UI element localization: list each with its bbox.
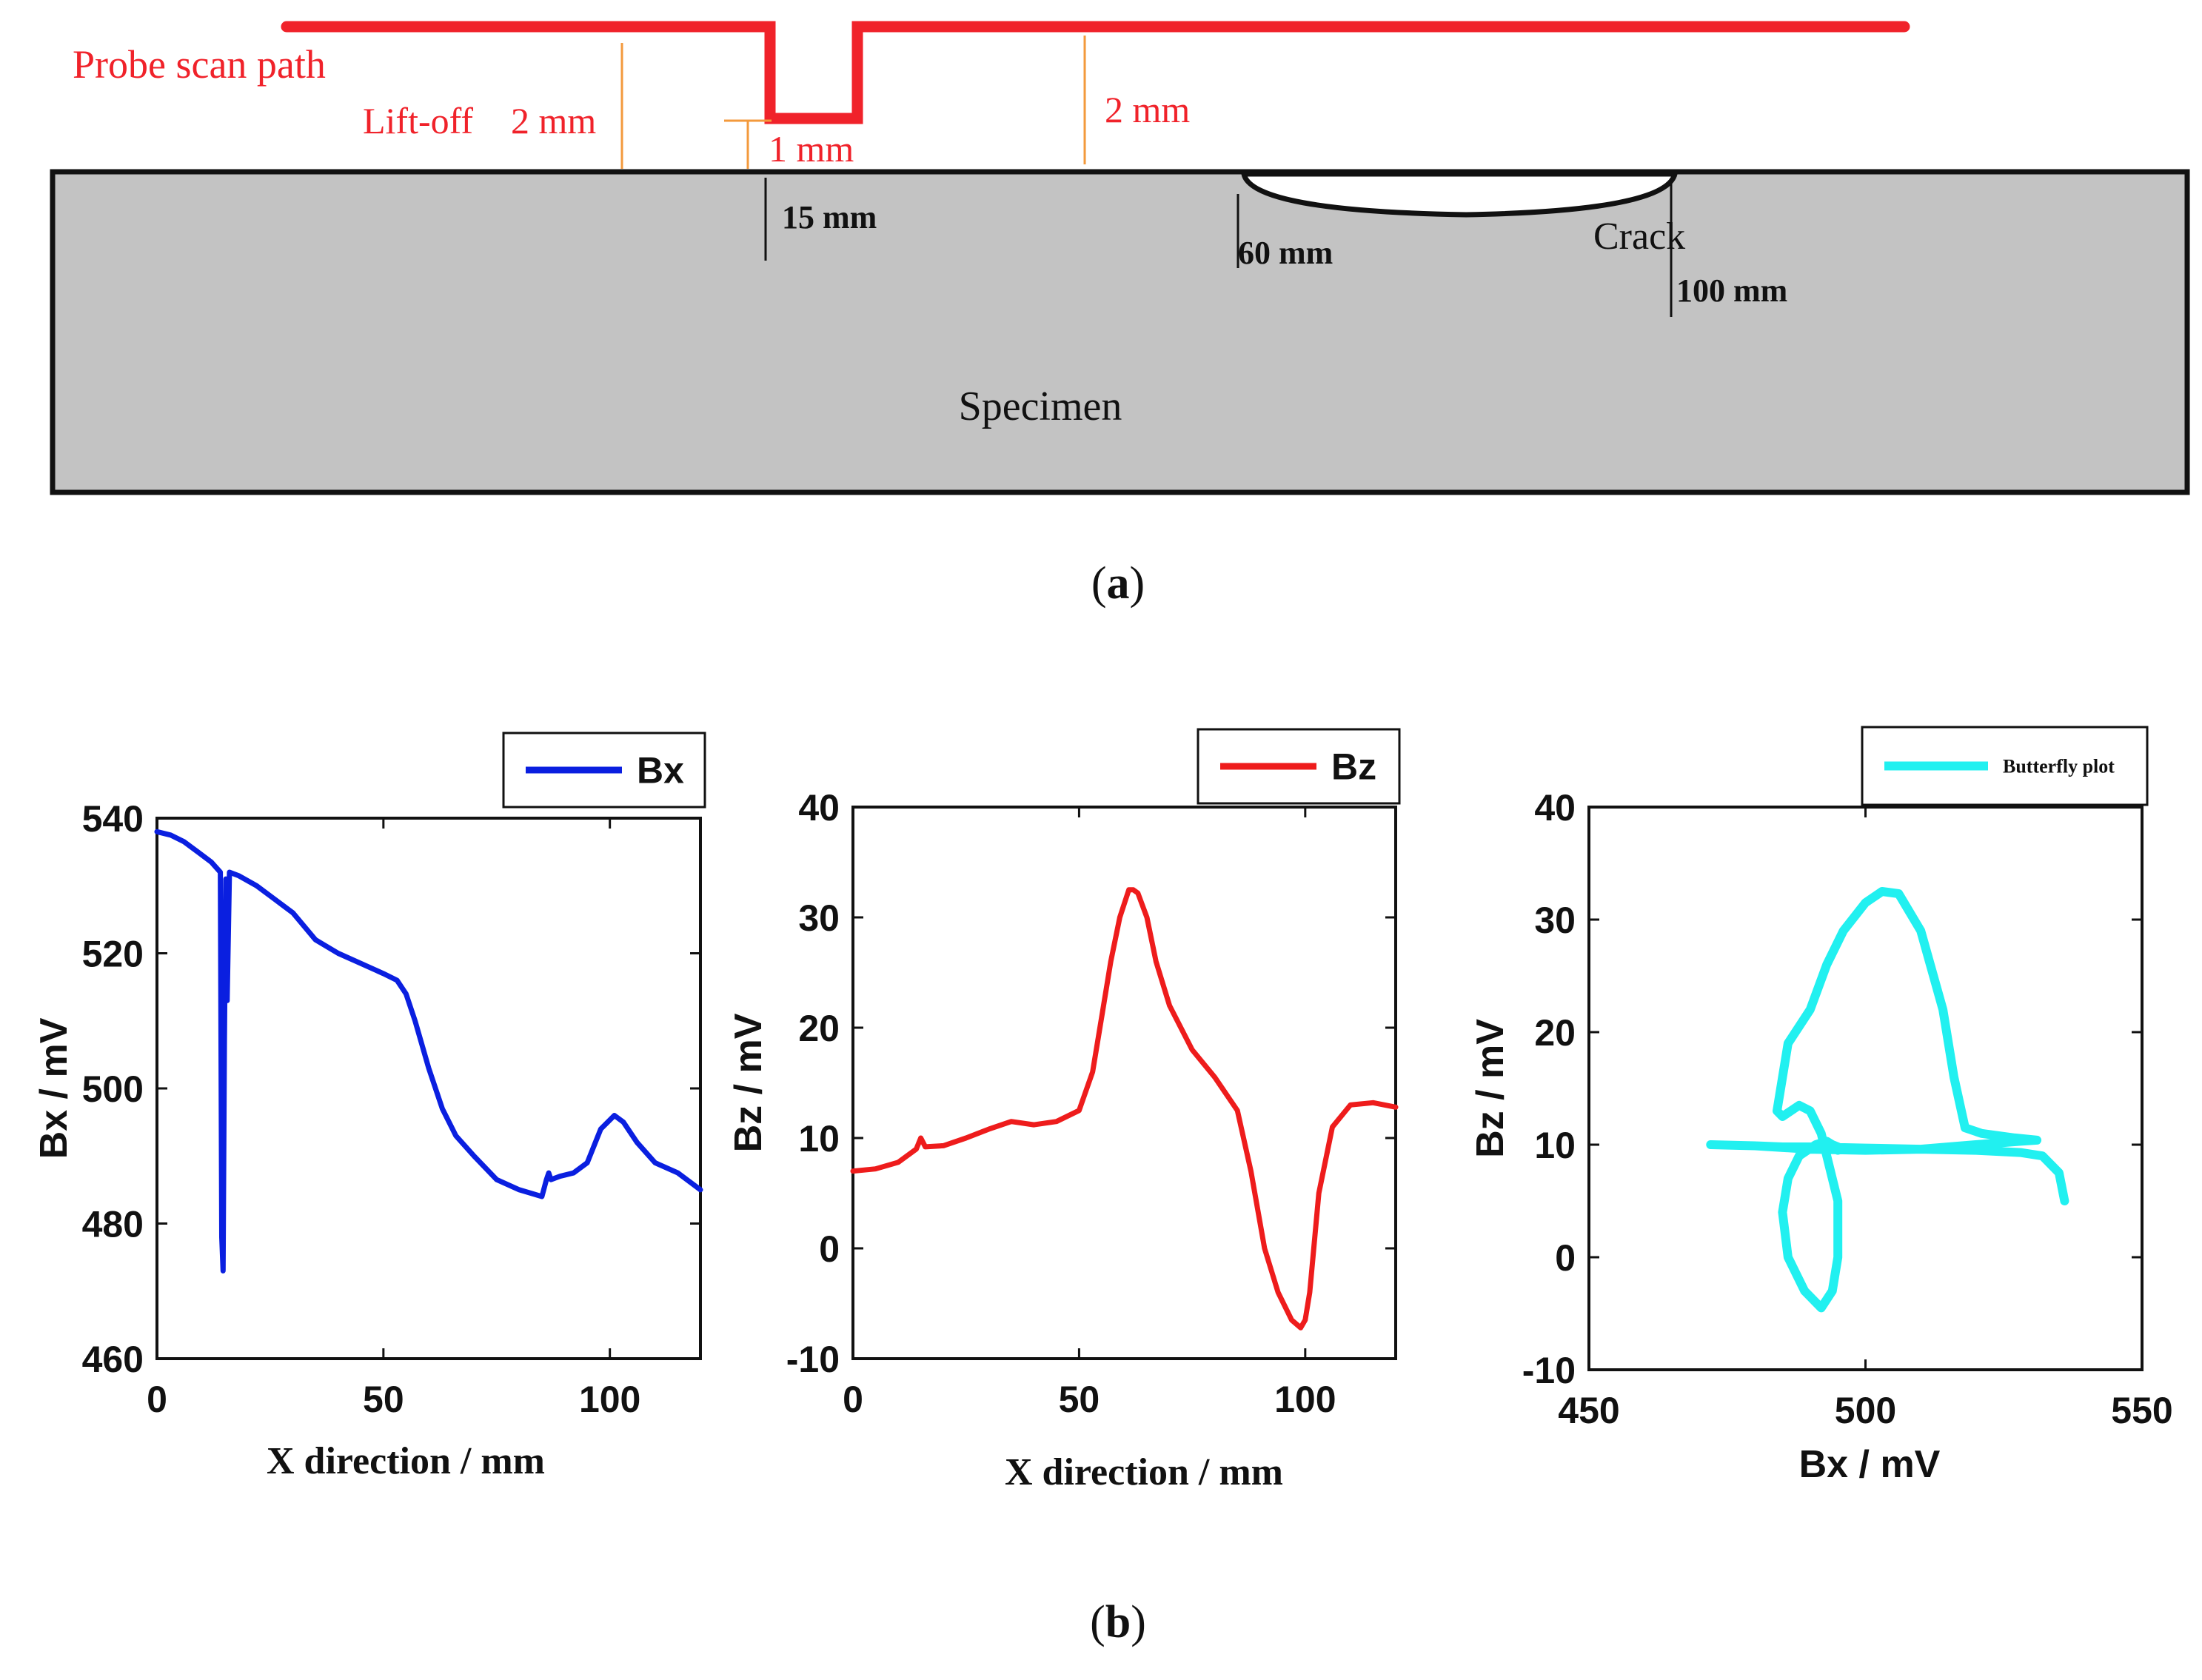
specimen-block: [50, 169, 2190, 495]
y-tick-label: 540: [82, 798, 144, 840]
legend-label: Bx: [637, 750, 684, 792]
y-tick-label: 0: [819, 1228, 840, 1270]
caption-a-letter: a: [1107, 558, 1130, 609]
y-axis-label: Bx / mV: [33, 1017, 76, 1159]
y-tick-label: 480: [82, 1204, 144, 1245]
x-tick-label: 550: [2111, 1390, 2172, 1431]
crack-end-label: 100 mm: [1676, 272, 1787, 309]
probe-scan-path-label: Probe scan path: [73, 42, 326, 87]
crack-shape: [1240, 171, 1679, 218]
x-tick-label: 0: [843, 1379, 863, 1420]
legend-label: Butterfly plot: [2003, 756, 2115, 777]
y-tick-label: 20: [798, 1008, 840, 1049]
y-tick-label: 30: [798, 897, 840, 939]
probe-dip-position-label: 15 mm: [782, 199, 877, 235]
panel-a-diagram: Probe scan path Lift-off 2 mm 1 mm 2 mm …: [50, 21, 2190, 495]
x-tick-label: 450: [1558, 1390, 1619, 1431]
y-tick-label: 10: [1534, 1125, 1576, 1166]
y-axis-label: Bz / mV: [727, 1013, 770, 1152]
specimen-label: Specimen: [959, 384, 1122, 429]
caption-b-letter: b: [1105, 1597, 1131, 1647]
y-tick-label: 520: [82, 934, 144, 975]
y-tick-label: 460: [82, 1339, 144, 1380]
crack-start-label: 60 mm: [1238, 235, 1333, 271]
series-line: [850, 887, 1399, 1331]
plot-frame: [1587, 806, 2144, 1371]
y-tick-label: 40: [1534, 787, 1576, 829]
y-tick-label: -10: [1522, 1350, 1576, 1391]
x-axis-label: X direction / mm: [1005, 1451, 1283, 1493]
x-axis-label: X direction / mm: [267, 1440, 545, 1482]
x-tick-label: 500: [1835, 1390, 1896, 1431]
series-line: [154, 829, 703, 1274]
y-tick-label: -10: [786, 1339, 840, 1380]
plot-frame: [851, 806, 1397, 1360]
y-tick-label: 30: [1534, 900, 1576, 941]
x-tick-label: 50: [363, 1379, 404, 1420]
step-depth-label: 1 mm: [769, 128, 854, 170]
y-tick-label: 10: [798, 1118, 840, 1159]
plot-frame: [155, 817, 702, 1360]
bx-chart: 0 50 100 460 480 500 520 540 X direction / mm Bx …: [33, 732, 706, 1482]
x-tick-label: 100: [579, 1379, 640, 1420]
y-tick-label: 40: [798, 787, 840, 829]
series-line: [1706, 887, 2069, 1313]
y-tick-label: 20: [1534, 1012, 1576, 1054]
y-tick-label: 0: [1555, 1237, 1576, 1279]
legend-label: Bz: [1331, 746, 1376, 788]
x-axis-label: Bx / mV: [1799, 1443, 1941, 1486]
caption-a: (a): [1091, 558, 1145, 609]
x-tick-label: 50: [1059, 1379, 1100, 1420]
y-tick-label: 500: [82, 1068, 144, 1110]
probe-scan-path-line: [281, 21, 1910, 124]
lift-off-value: 2 mm: [511, 100, 596, 141]
crack-label: Crack: [1593, 215, 1685, 258]
lift-off-label: Lift-off: [363, 100, 473, 141]
caption-b: (b): [1090, 1597, 1146, 1647]
butterfly-chart: 450 500 550 -10 0 10 20 30 40 Bx / mV Bz / mV Butte…: [1469, 726, 2173, 1486]
y-axis-label: Bz / mV: [1469, 1019, 1512, 1158]
x-tick-label: 0: [147, 1379, 167, 1420]
right-lift-off-label: 2 mm: [1105, 89, 1190, 130]
x-tick-label: 100: [1274, 1379, 1336, 1420]
